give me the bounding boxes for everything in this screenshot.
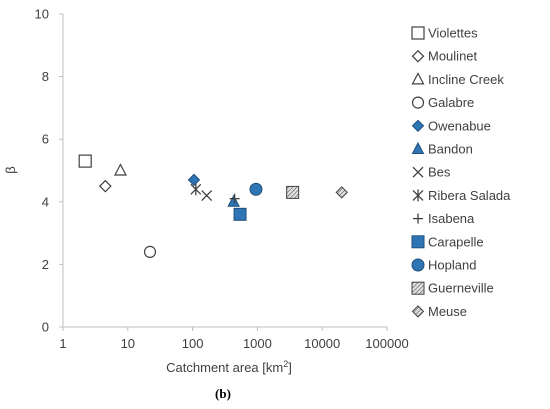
panel-label: (b)	[215, 386, 231, 401]
legend-label-moulinet: Moulinet	[428, 49, 478, 64]
legend-label-galabre: Galabre	[428, 95, 474, 110]
y-tick-label: 10	[35, 7, 49, 22]
data-point-hopland	[249, 182, 263, 196]
legend-item-guerneville: Guerneville	[411, 281, 494, 296]
legend-marker-meuse	[411, 305, 425, 318]
legend-label-ribera-salada: Ribera Salada	[428, 188, 511, 203]
legend-item-owenabue: Owenabue	[411, 118, 491, 133]
x-tick-label: 100000	[365, 336, 408, 351]
legend-item-carapelle: Carapelle	[411, 234, 484, 249]
data-point-carapelle	[233, 207, 247, 221]
plot-axes	[59, 13, 388, 331]
data-point-incline-creek	[113, 163, 127, 176]
legend-item-violettes: Violettes	[411, 26, 478, 41]
y-tick-label: 4	[42, 194, 49, 209]
y-tick-label: 2	[42, 257, 49, 272]
x-axis-label: Catchment area [km2]	[166, 359, 292, 375]
data-point-bes	[201, 190, 213, 201]
legend-item-bandon: Bandon	[411, 141, 473, 157]
x-tick-label: 1000	[243, 336, 272, 351]
legend-item-isabena: Isabena	[413, 211, 475, 226]
legend-label-bes: Bes	[428, 165, 451, 180]
y-tick-label: 0	[42, 320, 49, 335]
y-axis-label: β	[3, 166, 18, 173]
legend-marker-galabre	[411, 96, 425, 109]
tick-labels: 1 10 100 1000 10000 100000 0 2 4 6 8 10	[35, 7, 409, 352]
data-point-owenabue	[187, 173, 201, 187]
legend-item-moulinet: Moulinet	[411, 49, 478, 64]
legend-marker-hopland	[411, 258, 425, 272]
legend-marker-moulinet	[411, 49, 425, 63]
data-points	[78, 154, 348, 258]
data-point-moulinet	[98, 179, 112, 193]
y-tick-label: 6	[42, 132, 49, 147]
legend-label-incline-creek: Incline Creek	[428, 72, 504, 87]
legend-label-hopland: Hopland	[428, 258, 476, 273]
data-point-violettes	[78, 154, 92, 168]
x-tick-label: 1	[59, 336, 66, 351]
legend-item-bes: Bes	[412, 165, 451, 180]
legend-marker-violettes	[411, 26, 425, 40]
legend-marker-incline-creek	[411, 72, 425, 85]
legend-label-bandon: Bandon	[428, 142, 473, 157]
x-tick-label: 10	[121, 336, 135, 351]
data-point-isabena	[229, 193, 240, 204]
legend-label-violettes: Violettes	[428, 26, 478, 41]
legend-item-incline-creek: Incline Creek	[411, 72, 504, 87]
legend: Violettes Moulinet Incline Creek Galabre Owe…	[411, 26, 511, 319]
legend-marker-isabena	[413, 213, 423, 224]
legend-item-hopland: Hopland	[411, 258, 476, 273]
legend-marker-bandon	[411, 141, 425, 154]
legend-marker-owenabue	[411, 119, 425, 133]
legend-label-owenabue: Owenabue	[428, 118, 491, 133]
data-point-galabre	[143, 245, 157, 258]
legend-marker-carapelle	[411, 235, 425, 249]
legend-label-meuse: Meuse	[428, 304, 467, 319]
legend-marker-bes	[412, 166, 424, 178]
legend-label-carapelle: Carapelle	[428, 234, 484, 249]
legend-label-isabena: Isabena	[428, 211, 475, 226]
legend-item-ribera-salada: Ribera Salada	[412, 188, 511, 203]
x-tick-label: 100	[182, 336, 204, 351]
legend-item-galabre: Galabre	[411, 95, 474, 110]
legend-item-meuse: Meuse	[411, 304, 467, 319]
data-point-ribera-salada	[190, 183, 202, 196]
legend-label-guerneville: Guerneville	[428, 281, 494, 296]
data-point-bandon	[227, 194, 240, 207]
legend-marker-ribera-salada	[412, 189, 424, 202]
x-tick-label: 10000	[304, 336, 340, 351]
legend-marker-guerneville	[411, 281, 425, 295]
data-point-meuse	[335, 186, 348, 199]
data-point-guerneville	[286, 185, 300, 199]
y-tick-label: 8	[42, 69, 49, 84]
